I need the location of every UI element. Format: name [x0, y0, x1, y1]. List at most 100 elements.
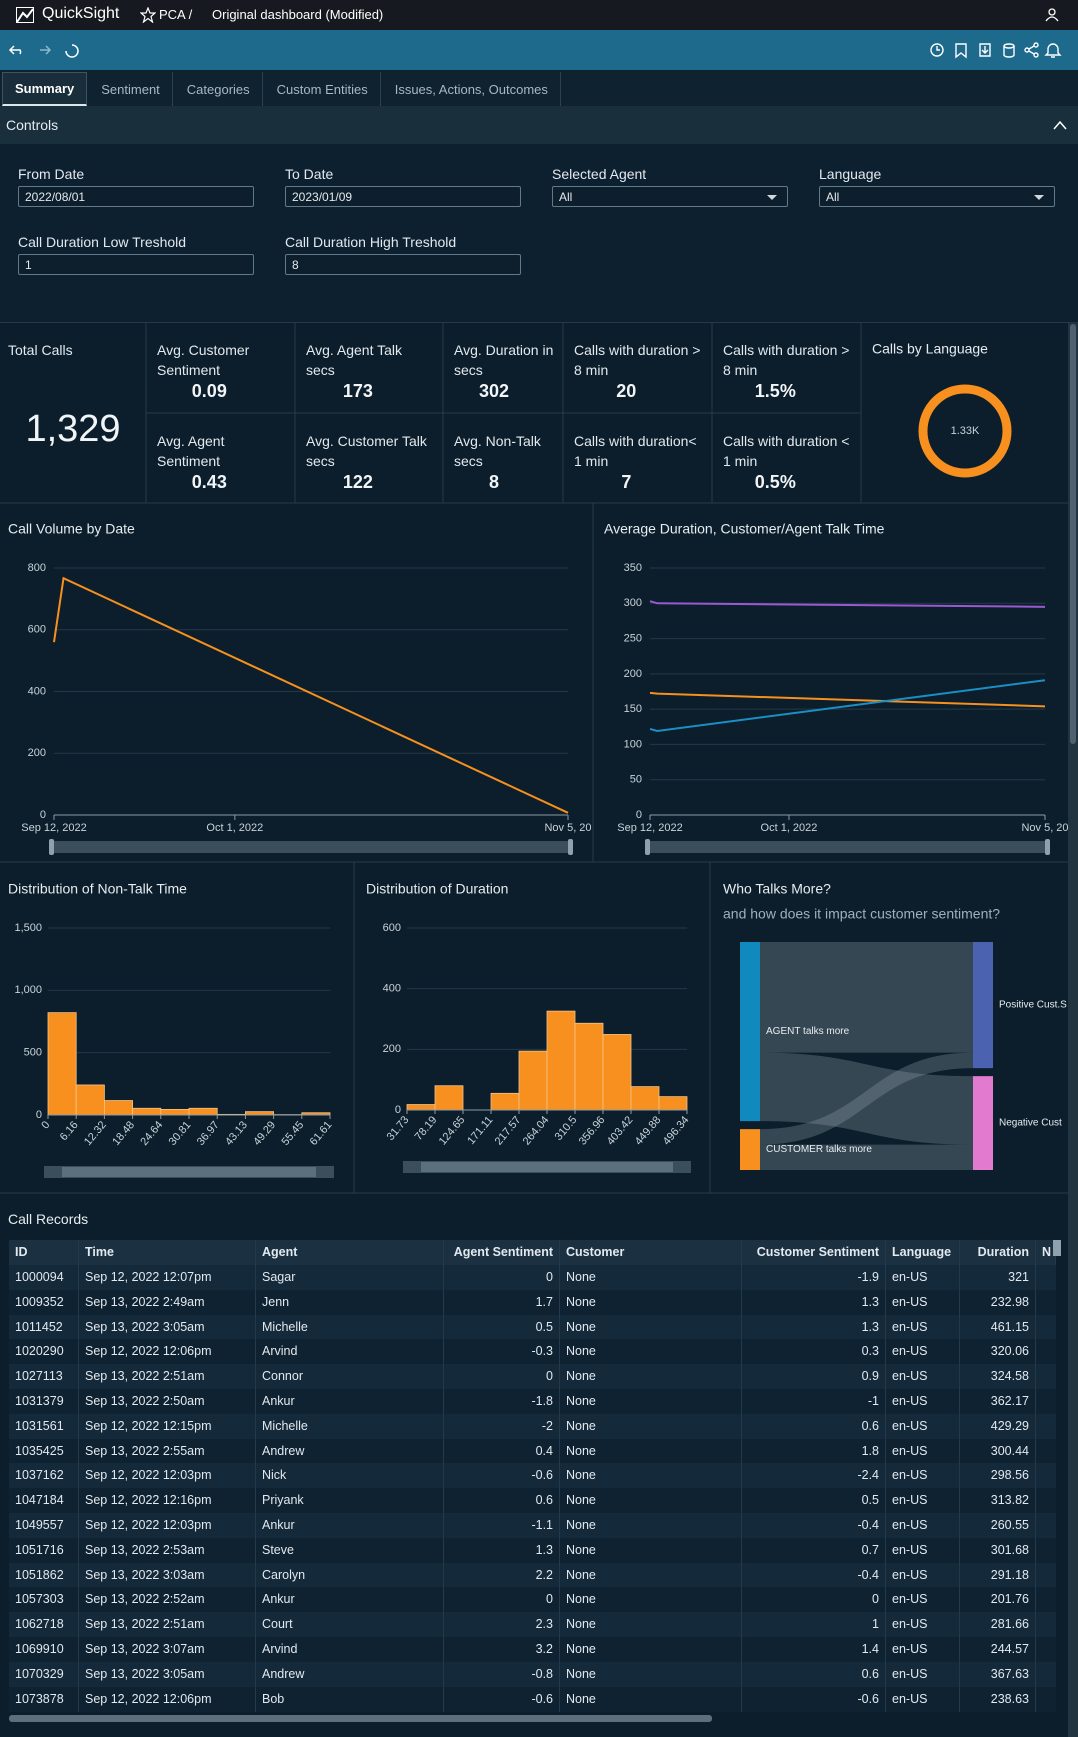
table-cell: None	[560, 1612, 742, 1638]
dropdown-caret	[767, 195, 777, 200]
table-cell: Connor	[256, 1364, 444, 1390]
history-icons[interactable]	[8, 40, 83, 60]
table-cell: en-US	[886, 1612, 960, 1638]
table-cell: Sep 13, 2022 2:50am	[79, 1389, 256, 1414]
table-cell: Priyank	[256, 1488, 444, 1514]
table-cell: 1037162	[9, 1463, 79, 1489]
table-cell: 461.15	[960, 1314, 1036, 1340]
table-cell: 321	[960, 1265, 1036, 1290]
table-cell: 232.98	[960, 1289, 1036, 1315]
column-header[interactable]: Duration	[960, 1240, 1036, 1265]
scroll-thumb[interactable]	[1070, 324, 1076, 744]
kpi-label: Calls with duration > 8 min	[723, 342, 850, 378]
table-cell: Bob	[256, 1686, 444, 1712]
kpi-label: Avg. Duration in secs	[454, 342, 554, 378]
table-cell: 1031561	[9, 1413, 79, 1439]
tab[interactable]: Issues, Actions, Outcomes	[383, 72, 561, 106]
column-header[interactable]: Agent Sentiment	[444, 1240, 560, 1265]
table-cell: 1020290	[9, 1339, 79, 1365]
control-field: From Date 2022/08/01	[18, 166, 285, 207]
dropdown[interactable]: All	[552, 186, 788, 207]
table-scrollbar[interactable]	[1053, 1240, 1061, 1256]
top-bar: QuickSight PCA / Original dashboard (Mod…	[0, 0, 1078, 30]
table-cell: en-US	[886, 1686, 960, 1712]
text-input[interactable]: 1	[18, 254, 254, 275]
table-cell: 0.5	[444, 1314, 560, 1340]
table-cell: None	[560, 1587, 742, 1613]
table-cell: None	[560, 1339, 742, 1365]
action-icons[interactable]	[928, 40, 1068, 60]
table-cell: en-US	[886, 1265, 960, 1290]
table-cell: -1.8	[444, 1389, 560, 1414]
table-cell: 367.63	[960, 1661, 1036, 1687]
table-cell: None	[560, 1265, 742, 1290]
table-cell: Carolyn	[256, 1562, 444, 1588]
tab[interactable]: Categories	[175, 72, 263, 106]
tab[interactable]: Custom Entities	[265, 72, 381, 106]
table-cell: en-US	[886, 1339, 960, 1365]
table-cell: 0.3	[742, 1339, 886, 1365]
table-cell: None	[560, 1438, 742, 1464]
kpi-label: Avg. Agent Talk secs	[306, 342, 402, 378]
table-cell: Sep 12, 2022 12:07pm	[79, 1265, 256, 1290]
column-header[interactable]: Agent	[256, 1240, 444, 1265]
table-row	[9, 1389, 1056, 1414]
table-cell: Sep 12, 2022 12:16pm	[79, 1488, 256, 1514]
table-cell: 362.17	[960, 1389, 1036, 1414]
user-icon[interactable]	[1044, 7, 1060, 23]
table-cell: 260.55	[960, 1513, 1036, 1538]
control-field: Language All	[819, 166, 1078, 207]
column-header[interactable]: Customer Sentiment	[742, 1240, 886, 1265]
table-row	[9, 1612, 1056, 1638]
column-header[interactable]: Time	[79, 1240, 256, 1265]
favorite-icon[interactable]	[140, 7, 156, 23]
controls-header[interactable]: Controls	[0, 106, 1078, 144]
page-scrollbar[interactable]	[1068, 322, 1078, 1737]
collapse-icon[interactable]	[1052, 119, 1068, 131]
breadcrumb[interactable]: PCA /	[159, 7, 193, 22]
table-cell: Sep 13, 2022 3:05am	[79, 1661, 256, 1687]
table-cell: Sep 13, 2022 3:05am	[79, 1314, 256, 1340]
table-cell: 0	[742, 1587, 886, 1613]
table-cell: 1035425	[9, 1438, 79, 1464]
table-hscroll[interactable]	[9, 1715, 712, 1722]
column-header[interactable]: Language	[886, 1240, 960, 1265]
table-cell: en-US	[886, 1661, 960, 1687]
table-row	[9, 1314, 1056, 1340]
table-cell: Ankur	[256, 1389, 444, 1414]
text-input[interactable]: 8	[285, 254, 521, 275]
table-cell: 1070329	[9, 1661, 79, 1687]
logo-icon	[16, 7, 34, 23]
table-cell: Sep 12, 2022 12:06pm	[79, 1686, 256, 1712]
table-cell: Arvind	[256, 1339, 444, 1365]
kpi-label: Calls with duration< 1 min	[574, 433, 697, 469]
table-cell: Sep 13, 2022 2:51am	[79, 1364, 256, 1390]
table-cell: None	[560, 1314, 742, 1340]
table-cell: Court	[256, 1612, 444, 1638]
column-header[interactable]: ID	[9, 1240, 79, 1265]
kpi-value: 0.09	[191, 381, 227, 401]
table-cell: 1049557	[9, 1513, 79, 1538]
table-cell: 2.2	[444, 1562, 560, 1588]
table-cell: -0.4	[742, 1513, 886, 1538]
table-cell: en-US	[886, 1389, 960, 1414]
table-cell: en-US	[886, 1537, 960, 1563]
text-input[interactable]: 2023/01/09	[285, 186, 521, 207]
control-value: 8	[292, 257, 299, 272]
table-cell: 1.8	[742, 1438, 886, 1464]
tab-bar	[0, 70, 1078, 106]
tab[interactable]: Summary	[2, 72, 88, 106]
table-cell: Steve	[256, 1537, 444, 1563]
app-name[interactable]: QuickSight	[42, 5, 120, 22]
tab[interactable]: Sentiment	[89, 72, 173, 106]
text-input[interactable]: 2022/08/01	[18, 186, 254, 207]
table-cell: None	[560, 1463, 742, 1489]
control-value: All	[826, 189, 840, 204]
dashboard-title: Original dashboard (Modified)	[212, 7, 384, 22]
table-row	[9, 1686, 1056, 1712]
dropdown[interactable]: All	[819, 186, 1055, 207]
table-cell: en-US	[886, 1289, 960, 1315]
column-header[interactable]: Customer	[560, 1240, 742, 1265]
control-label: To Date	[285, 166, 334, 182]
table-cell: 1000094	[9, 1265, 79, 1290]
